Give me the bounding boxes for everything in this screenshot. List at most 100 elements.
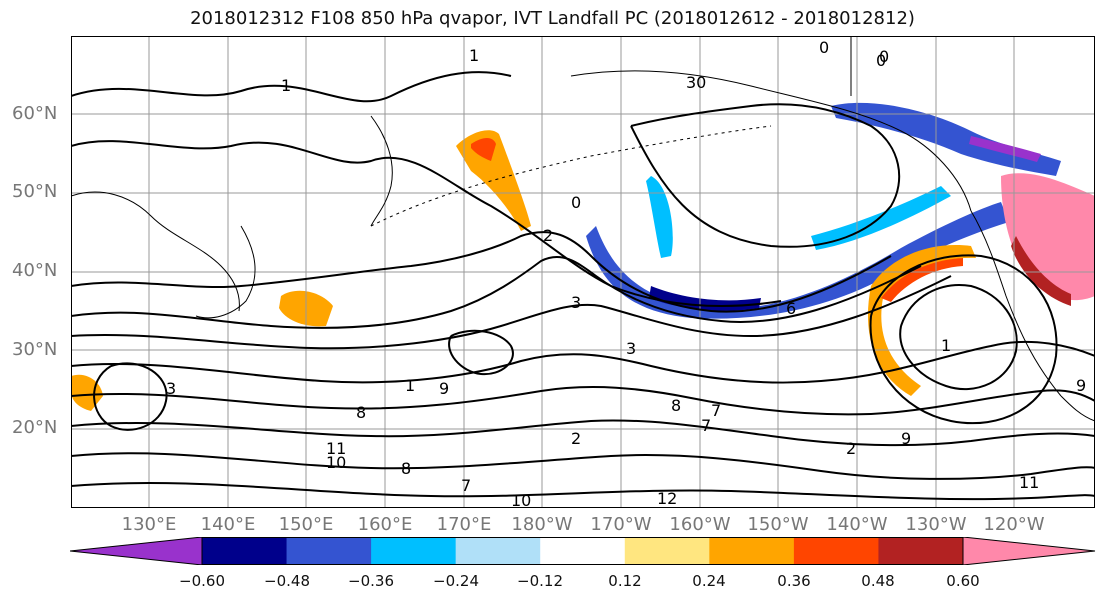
map-title: 2018012312 F108 850 hPa qvapor, IVT Land… [190,8,915,29]
coastline-japan [195,225,256,319]
colorbar-segment [709,537,795,565]
lon-label-150w: 150°W [747,514,809,535]
map-frame [71,36,1095,508]
contour-label: 0 [879,47,889,66]
contour-label: 3 [166,379,176,398]
lat-label-20n: 20°N [12,417,58,438]
contour-value-labels: 1 0 0 1 0 2 3 6 1 3 1 3 8 9 7 8 7 9 8 10… [166,38,1086,508]
contour-label: 8 [356,403,366,422]
colorbar-extend-low [70,537,203,565]
contour-label: 9 [901,429,911,448]
contour-label: 9 [1076,376,1086,395]
positive-anomaly-ring-inner [881,258,963,302]
contour-label: 6 [786,299,796,318]
colorbar-segment [455,537,541,565]
contour-line [630,103,901,248]
lon-label-140e: 140°E [200,514,256,535]
coastline-alaska [570,70,972,212]
colorbar-segment [202,537,288,565]
lon-label-170e: 170°E [436,514,492,535]
graticule [71,36,1095,508]
contour-label: 3 [571,293,581,312]
contour-label: 2 [571,429,581,448]
colorbar-segment [286,537,372,565]
lon-label-130w: 130°W [905,514,967,535]
contour-line [71,452,1095,480]
positive-anomaly-west-na-core [1011,236,1071,306]
colorbar-segment [878,537,964,565]
contour-line [899,284,1018,391]
contour-line [71,231,892,313]
lat-label-60n: 60°N [12,103,58,124]
contour-label: 7 [711,401,721,420]
contour-label: 2 [846,439,856,458]
lon-label-160e: 160°E [357,514,413,535]
lon-label-130e: 130°E [121,514,177,535]
negative-anomaly-bc [831,102,1061,176]
negative-anomaly-bc-core [969,136,1041,162]
ivt-contours [71,71,1095,501]
contour-label: 8 [401,459,411,478]
contour-label: 12 [657,489,677,508]
contour-line [71,140,782,307]
contour-line [71,256,922,329]
contour-line [448,329,514,376]
lat-label-30n: 30°N [12,339,58,360]
contour-line [869,254,1058,425]
coastline-asia [71,191,240,312]
positive-anomaly-ring [867,245,976,396]
contour-label: 9 [439,379,449,398]
contour-label: 7 [701,416,711,435]
colorbar-segment [371,537,457,565]
colorbar-tick: 0.60 [946,572,980,590]
contour-label: 10 [511,491,531,508]
colorbar-tick: −0.48 [264,572,310,590]
contour-label: 1 [281,76,291,95]
contour-label: 30 [686,73,706,92]
contour-label: 1 [405,376,415,395]
colorbar-frame [201,537,964,565]
colorbar-tick: −0.12 [517,572,563,590]
colorbar-tick: 0.36 [777,572,811,590]
contour-label: 2 [543,226,553,245]
lon-label-140w: 140°W [826,514,888,535]
coastline-baja [1060,395,1095,422]
lon-label-160w: 160°W [669,514,731,535]
contour-line [93,362,168,431]
map-panel: 1 0 0 1 0 2 3 6 1 3 1 3 8 9 7 8 7 9 8 10… [71,36,1095,508]
contour-label: 3 [626,339,636,358]
contour-label: 1 [941,336,951,355]
lon-label-170w: 170°W [590,514,652,535]
lat-label-50n: 50°N [12,181,58,202]
contour-label: 0 [571,193,581,212]
negative-anomaly-halo [811,186,951,250]
colorbar [70,537,1096,565]
contour-label: 0 [876,51,886,70]
contour-label: 11 [326,439,346,458]
lat-label-40n: 40°N [12,260,58,281]
colorbar-tick: −0.60 [179,572,225,590]
contour-line [71,482,1095,501]
contour-line [71,386,1095,416]
colorbar-tick: −0.24 [433,572,479,590]
positive-anomaly-kamchatka [456,130,531,231]
lon-label-180w: 180°W [511,514,573,535]
colorbar-tick: 0.48 [861,572,895,590]
negative-anomaly-gulf [646,176,673,258]
contour-label: 11 [1019,473,1039,492]
positive-anomaly-kamchatka-core [471,138,496,161]
contour-line [71,71,512,103]
colorbar-segment [793,537,879,565]
lon-label-120w: 120°W [983,514,1045,535]
contour-line [71,340,1095,384]
colorbar-segment [624,537,710,565]
contour-label: 8 [671,396,681,415]
shaded-qvapor-anomaly [71,102,1095,411]
contour-label: 7 [461,476,471,495]
coastline-aleutians [370,125,772,227]
colorbar-extend-high [962,537,1096,565]
colorbar-tick: 0.24 [692,572,726,590]
coastlines [71,36,1095,422]
coastline-na-west [970,210,1062,397]
colorbar-segment [540,537,626,565]
